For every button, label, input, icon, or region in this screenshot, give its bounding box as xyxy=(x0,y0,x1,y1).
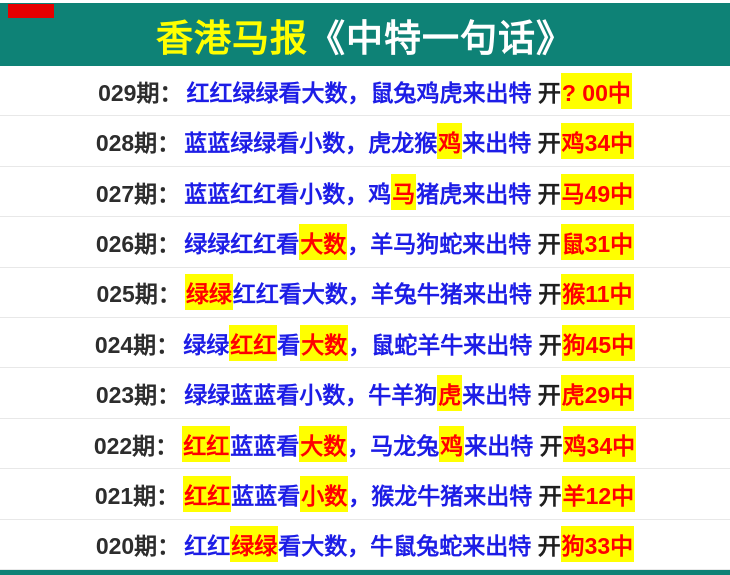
period-label: 028期： xyxy=(95,130,181,157)
text-segment: 开 xyxy=(531,382,561,409)
highlighted-segment: 猴11中 xyxy=(561,274,634,311)
prediction-row: 021期： 红红 蓝蓝看 小数 ，猴龙牛猪来出特 开羊12中 xyxy=(0,469,730,520)
text-segment: ，羊马狗蛇来出特 xyxy=(347,230,532,257)
text-segment: 开 xyxy=(533,432,563,459)
highlighted-segment: 虎 xyxy=(437,375,463,412)
prediction-row: 022期： 红红 蓝蓝看 大数 ，马龙兔鸡来出特 开鸡34中 xyxy=(0,419,730,470)
prediction-row: 025期： 绿绿 红红看大数，羊兔牛猪来出特 开猴11中 xyxy=(0,268,730,319)
highlighted-segment: 虎29中 xyxy=(560,375,635,412)
text-segment: 绿绿 xyxy=(183,331,230,358)
period-label: 026期： xyxy=(95,230,181,257)
prediction-row: 023期： 绿绿蓝蓝看小数，牛羊狗虎来出特 开虎29中 xyxy=(0,368,730,419)
period-label: 025期： xyxy=(96,281,181,308)
text-segment: ，鼠蛇羊牛来出特 xyxy=(348,331,533,358)
highlighted-segment: 马49中 xyxy=(560,173,635,210)
text-segment: 看 xyxy=(277,331,301,358)
prediction-row: 029期： 红红绿绿看大数，鼠兔鸡虎来出特 开? 00中 xyxy=(0,66,730,117)
highlighted-segment: 红红 xyxy=(229,324,278,361)
prediction-row: 028期： 蓝蓝绿绿看小数，虎龙猴鸡来出特 开鸡34中 xyxy=(0,116,730,167)
highlighted-segment: 小数 xyxy=(300,475,349,512)
footer-bar xyxy=(0,570,730,575)
title-brand: 香港马报 xyxy=(156,17,308,59)
period-label: 027期： xyxy=(95,180,181,207)
highlighted-segment: 马 xyxy=(391,173,417,210)
text-segment: 来出特 xyxy=(464,432,534,459)
text-segment: ，猴龙牛猪来出特 xyxy=(348,482,533,509)
highlighted-segment: 鸡34中 xyxy=(560,123,635,160)
text-segment: 绿绿红红看 xyxy=(184,230,300,257)
text-segment: 来出特 xyxy=(462,130,532,157)
text-segment: 开 xyxy=(531,130,561,157)
text-segment: 开 xyxy=(531,230,561,257)
highlighted-segment: ? 00中 xyxy=(560,72,632,109)
prediction-row: 024期： 绿绿 红红看大数 ，鼠蛇羊牛来出特 开狗45中 xyxy=(0,318,730,369)
period-label: 029期： xyxy=(98,79,183,106)
text-segment: 开 xyxy=(532,331,562,358)
text-segment: 看大数，牛鼠兔蛇来出特 xyxy=(278,533,532,560)
highlighted-segment: 红红 xyxy=(182,425,231,462)
title-series: 《中特一句话》 xyxy=(308,17,574,59)
text-segment: 蓝蓝看 xyxy=(230,432,300,459)
text-segment: 红红看大数，羊兔牛猪来出特 xyxy=(232,281,532,308)
highlighted-segment: 狗33中 xyxy=(560,526,635,563)
prediction-row: 026期： 绿绿红红看 大数 ，羊马狗蛇来出特 开鼠31中 xyxy=(0,217,730,268)
highlighted-segment: 狗45中 xyxy=(561,324,636,361)
text-segment: ，马龙兔 xyxy=(347,432,440,459)
text-segment: 开 xyxy=(532,482,562,509)
text-segment: 绿绿蓝蓝看小数，牛羊狗 xyxy=(184,382,438,409)
period-label: 022期： xyxy=(93,432,179,459)
highlighted-segment: 鸡 xyxy=(437,123,463,160)
highlighted-segment: 鸡34中 xyxy=(562,425,637,462)
corner-red-mark xyxy=(8,4,54,18)
text-segment: 猪虎来出特 xyxy=(416,180,532,207)
highlighted-segment: 大数 xyxy=(299,223,348,260)
text-segment: 开 xyxy=(531,180,561,207)
highlighted-segment: 绿绿 xyxy=(184,274,233,311)
highlighted-segment: 大数 xyxy=(300,324,349,361)
highlighted-segment: 羊12中 xyxy=(561,475,636,512)
highlighted-segment: 绿绿 xyxy=(230,526,279,563)
text-segment: 蓝蓝看 xyxy=(231,482,301,509)
page-title: 香港马报《中特一句话》 xyxy=(156,8,574,62)
text-segment: 开 xyxy=(531,79,561,106)
period-label: 023期： xyxy=(95,382,181,409)
prediction-row: 027期： 蓝蓝红红看小数，鸡马猪虎来出特 开马49中 xyxy=(0,167,730,218)
text-segment: 开 xyxy=(531,281,562,308)
text-segment: 开 xyxy=(531,533,561,560)
text-segment: 蓝蓝绿绿看小数，虎龙猴 xyxy=(184,130,438,157)
period-label: 024期： xyxy=(94,331,180,358)
text-segment: 红红绿绿看大数，鼠兔鸡虎来出特 xyxy=(186,79,532,106)
prediction-list: 029期： 红红绿绿看大数，鼠兔鸡虎来出特 开? 00中 028期： 蓝蓝绿绿看小数，… xyxy=(0,66,730,571)
prediction-row: 020期： 红红 绿绿 看大数，牛鼠兔蛇来出特 开狗33中 xyxy=(0,520,730,571)
period-label: 021期： xyxy=(94,482,180,509)
header-banner: 香港马报《中特一句话》 xyxy=(0,3,730,66)
text-segment: 蓝蓝红红看小数，鸡 xyxy=(184,180,392,207)
highlighted-segment: 鼠31中 xyxy=(560,223,635,260)
highlighted-segment: 大数 xyxy=(299,425,348,462)
highlighted-segment: 鸡 xyxy=(439,425,465,462)
period-label: 020期： xyxy=(95,533,181,560)
highlighted-segment: 红红 xyxy=(183,475,232,512)
text-segment: 来出特 xyxy=(462,382,532,409)
text-segment: 红红 xyxy=(184,533,231,560)
